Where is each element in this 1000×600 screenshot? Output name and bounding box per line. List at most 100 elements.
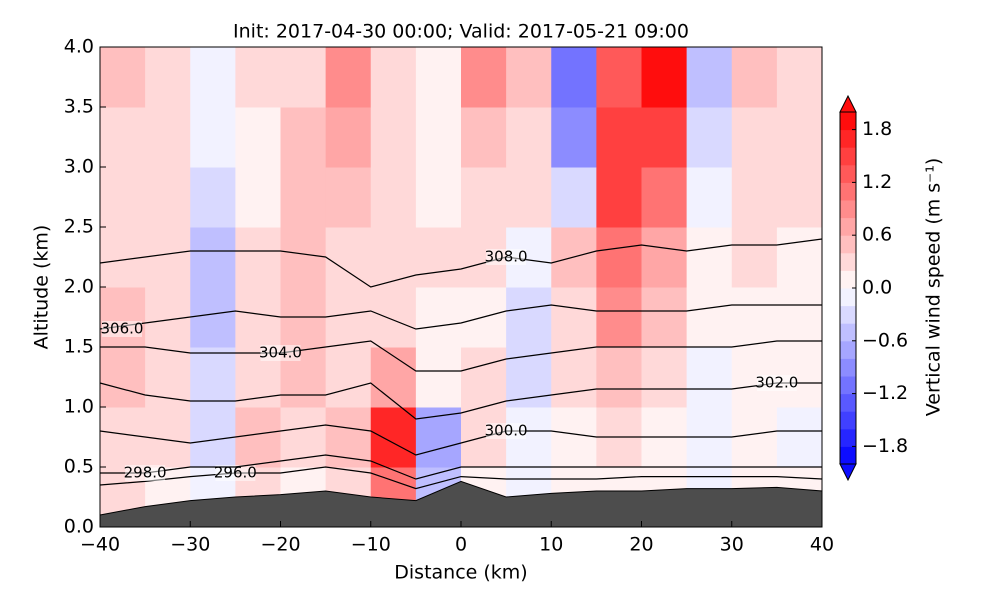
w-cell [461, 347, 507, 408]
w-cell [641, 287, 688, 348]
w-cell [415, 227, 462, 288]
w-cell [731, 227, 778, 288]
isentrope-label-bg [125, 465, 166, 481]
w-cell [190, 407, 236, 468]
w-cell [190, 47, 236, 108]
w-cell [145, 347, 191, 408]
w-cell [235, 407, 281, 468]
w-cell [415, 287, 462, 348]
colorbar-cell [840, 323, 856, 342]
w-cell [145, 227, 191, 288]
w-cell [686, 47, 733, 108]
y-tick-label: 1.0 [64, 396, 94, 418]
isentrope-label: 308.0 [485, 248, 528, 266]
y-tick-label: 4.0 [64, 36, 94, 58]
w-cell [506, 107, 552, 168]
isentrope [100, 340, 822, 372]
w-cell [551, 107, 597, 168]
w-cell [731, 287, 778, 348]
colorbar-cell [840, 446, 856, 465]
colorbar-cell [840, 340, 856, 359]
w-cell [551, 167, 597, 228]
colorbar-cell [840, 252, 856, 271]
w-cell [461, 167, 507, 228]
colorbar-cell [840, 129, 856, 148]
isentrope-label-bg [486, 249, 527, 265]
colorbar-cell [840, 112, 856, 131]
isentrope-label: 304.0 [259, 344, 302, 362]
colorbar-cell [840, 164, 856, 183]
w-cell [776, 167, 823, 228]
w-cell [415, 407, 462, 468]
x-tick-label: 10 [539, 534, 563, 556]
w-cell [641, 47, 688, 108]
w-cell [370, 287, 417, 348]
colorbar-cell [840, 182, 856, 201]
w-cell [280, 107, 327, 168]
w-cell [100, 227, 146, 288]
w-cell [100, 107, 146, 168]
chart-title: Init: 2017-04-30 00:00; Valid: 2017-05-2… [233, 21, 689, 43]
w-cell [776, 287, 823, 348]
w-cell [145, 167, 191, 228]
w-cell [325, 227, 372, 288]
x-axis-label: Distance (km) [394, 562, 527, 584]
w-cell [190, 167, 236, 228]
y-tick-label: 1.5 [64, 336, 94, 358]
w-cell [415, 107, 462, 168]
w-cell [370, 347, 417, 408]
w-cell [235, 227, 281, 288]
w-cell [596, 227, 642, 288]
w-cell [235, 287, 281, 348]
w-cell [641, 227, 688, 288]
w-cell [190, 287, 236, 348]
isentrope-label: 306.0 [101, 320, 144, 338]
w-cell [641, 167, 688, 228]
w-cell [100, 47, 146, 108]
w-cell [145, 107, 191, 168]
w-cell [551, 407, 597, 468]
w-cell [776, 227, 823, 288]
colorbar-cell [840, 411, 856, 430]
y-tick-label: 2.0 [64, 276, 94, 298]
isentrope-label-bg [756, 375, 797, 391]
isentrope [99, 424, 822, 456]
colorbar-tick-label: 0.6 [862, 224, 892, 246]
x-tick-label: 20 [629, 534, 653, 556]
colorbar-tick-label: 1.2 [862, 171, 892, 193]
colorbar-cell [840, 428, 856, 447]
w-cell [415, 347, 462, 408]
w-cell [686, 167, 733, 228]
w-cell [145, 287, 191, 348]
y-tick-label: 3.5 [64, 96, 94, 118]
w-cell [370, 227, 417, 288]
w-cell [415, 47, 462, 108]
colorbar-extend-bottom [839, 463, 857, 482]
colorbar-tick-label: −1.8 [862, 435, 908, 457]
colorbar-cell [840, 147, 856, 166]
colorbar-label: Vertical wind speed (m s⁻¹) [923, 158, 945, 416]
w-cell [415, 167, 462, 228]
w-cell [551, 347, 597, 408]
w-cell [190, 347, 236, 408]
w-cell [461, 47, 507, 108]
w-cell [100, 167, 146, 228]
colorbar-cell [840, 270, 856, 289]
w-cell [325, 347, 372, 408]
colorbar-cell [840, 358, 856, 377]
w-cell [145, 407, 191, 468]
terrain [99, 480, 823, 528]
colorbar-cell [840, 393, 856, 412]
w-cell [686, 347, 733, 408]
isentrope-label: 300.0 [485, 422, 528, 440]
y-tick-label: 2.5 [64, 216, 94, 238]
w-cell [596, 47, 642, 108]
isentrope-label-bg [260, 345, 301, 361]
colorbar-cell [840, 305, 856, 324]
w-cell [370, 107, 417, 168]
w-cell [641, 107, 688, 168]
w-cell [686, 287, 733, 348]
colorbar-cell [840, 200, 856, 219]
